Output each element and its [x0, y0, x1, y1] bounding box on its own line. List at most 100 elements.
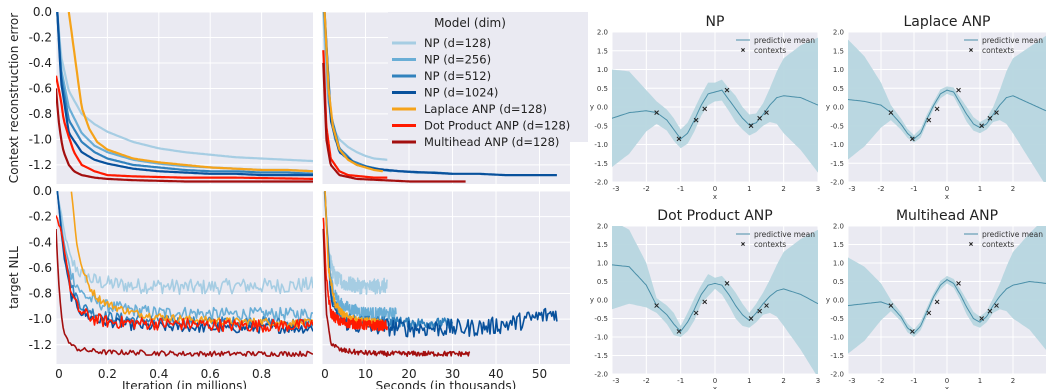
series-line-laplace-anp-d-128- — [70, 191, 313, 328]
tick-labels: 2.0 1.5 1.0 0.5 0.0 -0.5 -1.0 -1.5 -2.0 -3 -2 -1 0 1 2 — [830, 223, 1015, 386]
series-line-multihead-anp-d-128- — [322, 228, 471, 358]
legend-contexts-marker — [741, 242, 745, 246]
panel-title: Multihead ANP — [896, 208, 998, 224]
uncertainty-band — [612, 226, 818, 374]
y-tick-label: -1.0 — [29, 312, 52, 326]
legend-entry-label: NP (d=256) — [424, 53, 491, 67]
y-tick-label: -1.0 — [594, 334, 608, 342]
context-marker — [987, 308, 993, 314]
x-tick-label: 0 — [945, 377, 949, 385]
x-tick-label: -3 — [849, 185, 856, 193]
y-tick-label: -0.5 — [594, 122, 608, 130]
y-axis-label: y — [826, 103, 830, 111]
predictive-mean-line — [848, 278, 1046, 335]
y-tick-label: -0.2 — [29, 30, 52, 44]
y-tick-label: 1.5 — [597, 47, 608, 55]
context-marker — [676, 136, 682, 142]
y-tick-label: 2.0 — [833, 29, 844, 37]
predictive-mean-line — [612, 264, 818, 333]
series-line-dot-product-anp-d-128- — [56, 75, 313, 180]
plot-area — [322, 191, 558, 358]
gridlines — [847, 225, 1046, 375]
y-tick-label: -1.0 — [594, 141, 608, 149]
context-marker — [909, 329, 915, 334]
context-marker — [757, 308, 762, 314]
legend-entry-label: NP (d=512) — [424, 69, 491, 83]
context-marker — [909, 136, 915, 142]
context-marker — [748, 316, 754, 321]
y-tick-label: 0.5 — [833, 85, 844, 93]
y-tick-label: -2.0 — [830, 179, 844, 187]
y-tick-label: -0.6 — [29, 261, 52, 275]
context-marker — [987, 115, 993, 121]
x-tick-label: -2 — [878, 377, 885, 385]
context-marker — [979, 316, 985, 321]
context-marker — [693, 310, 699, 316]
legend-contexts-marker — [741, 48, 745, 52]
context-marker — [926, 117, 932, 123]
series-line-np-d-128- — [323, 191, 389, 295]
x-tick-label: 1 — [747, 185, 751, 193]
y-tick-label: -2.0 — [594, 371, 608, 379]
y-tick-label: -1.0 — [830, 141, 844, 149]
legend-mean-label: predictive mean — [982, 36, 1043, 45]
context-marker — [934, 299, 940, 305]
series-line-laplace-anp-d-128- — [323, 12, 384, 173]
series-line-dot-product-anp-d-128- — [56, 215, 313, 333]
y-tick-label: -0.5 — [594, 315, 608, 323]
panel-background — [56, 191, 313, 364]
uncertainty-band — [848, 35, 1046, 182]
x-tick-label: -1 — [677, 185, 684, 193]
y-tick-label: 1.5 — [597, 241, 608, 249]
legend-contexts-label: contexts — [754, 240, 786, 249]
y-tick-label: -1.2 — [29, 338, 52, 352]
y-axis-label: y — [590, 296, 594, 304]
tick-labels: 2.0 1.5 1.0 0.5 0.0 -0.5 -1.0 -1.5 -2.0 -3 -2 -1 0 1 2 — [830, 29, 1015, 194]
x-tick-label: 0.4 — [149, 367, 168, 381]
x-tick-label: 1 — [747, 377, 751, 385]
y-tick-label: -1.0 — [29, 132, 52, 146]
x-tick-label: 0 — [713, 377, 717, 385]
y-tick-label: 0.5 — [833, 278, 844, 286]
legend-entry-label: NP (d=1024) — [424, 86, 498, 100]
plot-area — [612, 37, 818, 173]
x-tick-label: 3 — [816, 185, 820, 193]
x-tick-label: 30 — [445, 367, 460, 381]
x-tick-label: 2 — [1011, 185, 1015, 193]
x-tick-label: -2 — [878, 185, 885, 193]
legend-contexts-label: contexts — [982, 240, 1014, 249]
series-line-np-d-256- — [56, 191, 313, 322]
panel-title: NP — [706, 14, 725, 30]
panel-title: Laplace ANP — [904, 14, 991, 30]
legend-contexts-marker — [969, 48, 973, 52]
y-tick-label: -0.4 — [29, 56, 52, 70]
y-tick-label: -2.0 — [594, 179, 608, 187]
panel-target-nll-vs-seconds: 0 10 20 30 40 50 Seconds (in thousands) — [321, 190, 570, 389]
y-tick-label: -0.5 — [830, 122, 844, 130]
y-tick-label: 0.0 — [833, 104, 844, 112]
x-tick-label: 0 — [713, 185, 717, 193]
x-axis-label: x — [713, 193, 717, 201]
x-tick-label: 2 — [781, 185, 785, 193]
y-tick-label: 2.0 — [597, 223, 608, 231]
y-axis-label: y — [826, 296, 830, 304]
y-tick-label: -0.5 — [830, 315, 844, 323]
y-tick-label: -1.5 — [830, 352, 844, 360]
plot-area — [848, 35, 1046, 182]
context-marker — [764, 303, 769, 308]
x-axis-label: x — [713, 385, 717, 389]
series-line-np-d-128- — [56, 191, 313, 296]
tick-labels: 2.0 1.5 1.0 0.5 0.0 -0.5 -1.0 -1.5 -2.0 -3 -2 -1 0 1 2… — [594, 29, 820, 194]
y-tick-label: 1.0 — [597, 66, 608, 74]
series-line-multihead-anp-d-128- — [322, 62, 466, 183]
context-marker — [764, 110, 769, 115]
y-tick-label: 1.0 — [833, 260, 844, 268]
legend-background — [388, 12, 588, 142]
legend-contexts-label: contexts — [982, 46, 1014, 55]
y-axis-label: Context reconstruction error — [7, 13, 21, 183]
